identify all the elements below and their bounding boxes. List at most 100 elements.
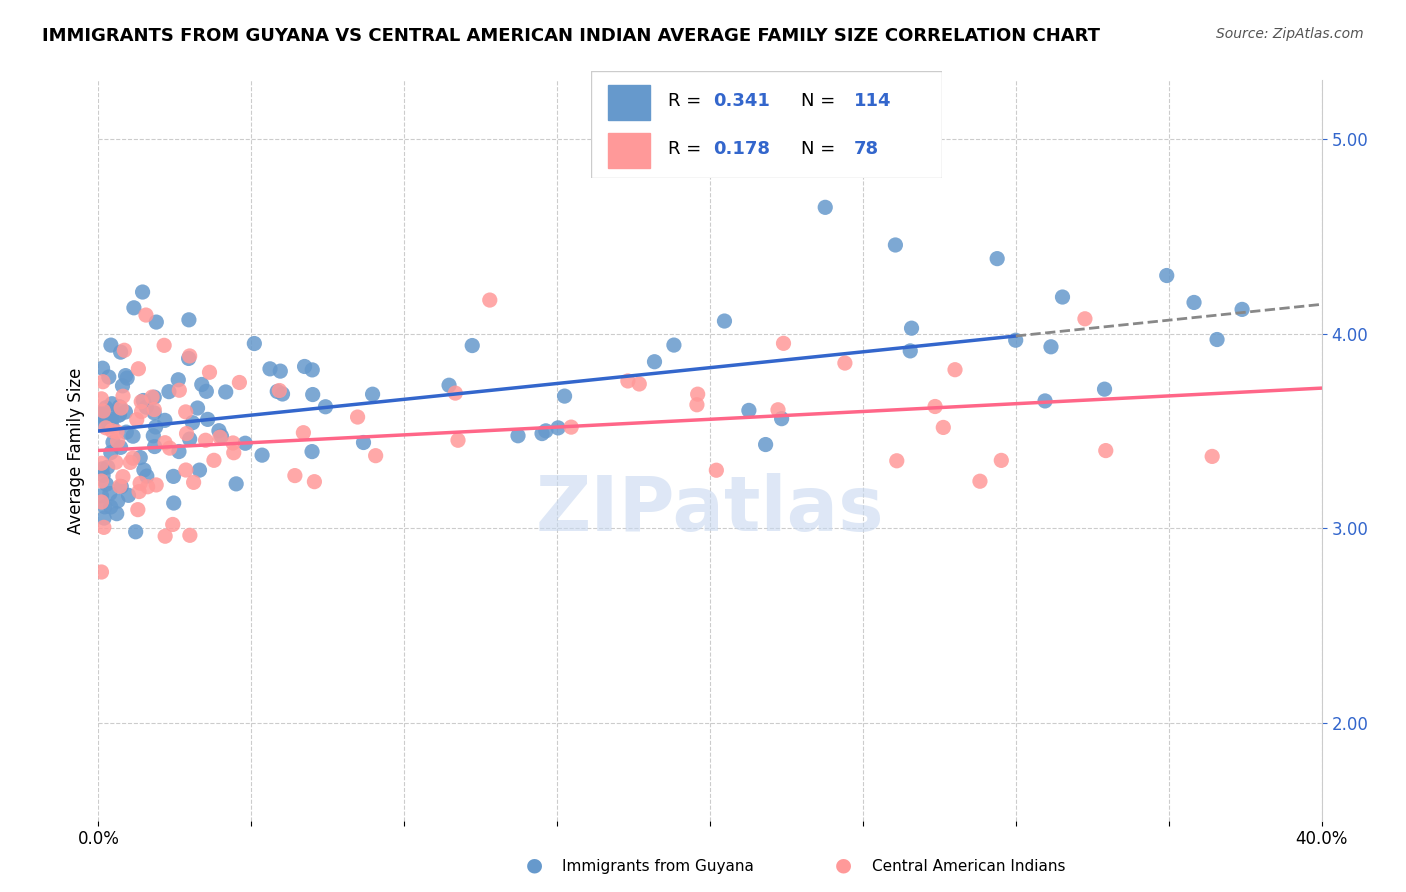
Point: [314, 400, 336, 414]
Point: [506, 429, 529, 443]
Point: [353, 435, 375, 450]
Point: [1033, 393, 1056, 408]
Point: [969, 474, 991, 488]
Point: [90, 474, 112, 488]
Point: [1201, 450, 1223, 464]
Point: [129, 394, 152, 409]
Point: [114, 368, 136, 383]
Bar: [609, 134, 650, 168]
Text: ●: ●: [835, 855, 852, 874]
Point: [713, 314, 735, 328]
Point: [117, 488, 139, 502]
Point: [115, 425, 138, 439]
Point: [437, 378, 460, 392]
Point: [243, 336, 266, 351]
Text: N =: N =: [801, 141, 841, 159]
Text: R =: R =: [668, 93, 707, 111]
Text: 114: 114: [853, 93, 891, 111]
Point: [108, 400, 131, 414]
Point: [301, 363, 323, 377]
Point: [91, 468, 114, 483]
Point: [101, 435, 124, 450]
Point: [177, 351, 200, 366]
Point: [101, 424, 124, 438]
Point: [284, 468, 307, 483]
Point: [814, 200, 837, 214]
Point: [686, 387, 709, 401]
Text: IMMIGRANTS FROM GUYANA VS CENTRAL AMERICAN INDIAN AVERAGE FAMILY SIZE CORRELATIO: IMMIGRANTS FROM GUYANA VS CENTRAL AMERIC…: [42, 27, 1099, 45]
Point: [547, 421, 569, 435]
Text: 78: 78: [853, 141, 879, 159]
Point: [1074, 311, 1097, 326]
Point: [162, 469, 184, 483]
Point: [94, 421, 117, 435]
Point: [111, 389, 134, 403]
Point: [110, 479, 132, 493]
Point: [174, 405, 197, 419]
Point: [111, 469, 134, 483]
Point: [132, 393, 155, 408]
Point: [108, 408, 131, 422]
Point: [115, 371, 138, 385]
Point: [766, 402, 789, 417]
Point: [884, 238, 907, 252]
Point: [100, 500, 122, 514]
Point: [122, 451, 145, 466]
Point: [143, 406, 166, 420]
Point: [97, 460, 120, 475]
Point: [191, 377, 214, 392]
Point: [215, 384, 238, 399]
Point: [153, 338, 176, 352]
Point: [1004, 333, 1026, 347]
Point: [202, 453, 225, 467]
Point: [153, 413, 176, 427]
Point: [128, 484, 150, 499]
Point: [924, 400, 946, 414]
Point: [444, 386, 467, 401]
Point: [91, 361, 114, 376]
Point: [104, 455, 127, 469]
Point: [90, 407, 112, 421]
Point: [228, 376, 250, 390]
Point: [105, 507, 128, 521]
Point: [169, 384, 191, 398]
Point: [141, 390, 163, 404]
Point: [90, 495, 112, 509]
Point: [122, 301, 145, 315]
Point: [1230, 302, 1253, 317]
FancyBboxPatch shape: [591, 71, 942, 178]
Point: [361, 387, 384, 401]
Bar: [609, 86, 650, 120]
Point: [208, 424, 231, 438]
Point: [127, 502, 149, 516]
Point: [163, 496, 186, 510]
Point: [129, 450, 152, 465]
Point: [662, 338, 685, 352]
Point: [179, 349, 201, 363]
Point: [91, 375, 114, 389]
Point: [181, 416, 204, 430]
Point: [157, 384, 180, 399]
Point: [617, 374, 640, 388]
Point: [834, 356, 856, 370]
Point: [153, 529, 176, 543]
Point: [90, 392, 112, 406]
Point: [100, 445, 122, 459]
Point: [114, 405, 136, 419]
Point: [461, 338, 484, 352]
Point: [94, 401, 117, 415]
Point: [266, 384, 288, 399]
Point: [129, 476, 152, 491]
Point: [534, 424, 557, 438]
Point: [98, 486, 121, 500]
Point: [628, 376, 651, 391]
Point: [176, 426, 198, 441]
Point: [183, 475, 205, 490]
Point: [250, 448, 273, 462]
Point: [91, 404, 114, 418]
Point: [346, 410, 368, 425]
Point: [100, 338, 122, 352]
Point: [900, 321, 922, 335]
Point: [208, 430, 231, 444]
Point: [233, 436, 256, 450]
